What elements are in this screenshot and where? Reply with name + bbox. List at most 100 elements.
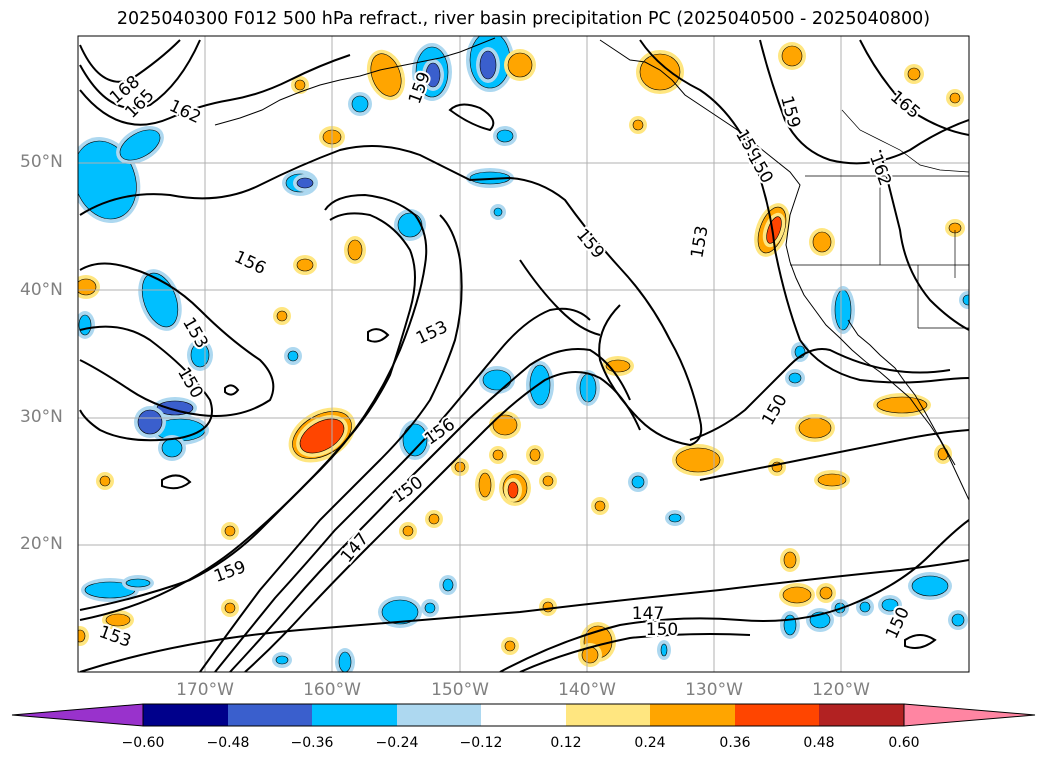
precip-patch [542, 601, 554, 613]
precip-patch [542, 475, 554, 487]
precip-patch [492, 414, 518, 436]
precip-patch [951, 613, 965, 627]
contour-153-mid [699, 429, 969, 481]
contour-168 [79, 39, 181, 83]
plot-background [78, 36, 969, 672]
precip-patch [504, 640, 516, 652]
plot-frame [77, 35, 970, 673]
precip-patch [798, 417, 832, 439]
lon-label-160w: 160°W [303, 680, 361, 700]
contour-150-west [79, 262, 275, 417]
precip-patch [507, 481, 519, 499]
precip-patch [224, 602, 236, 614]
contour-162 [79, 54, 351, 126]
political-borders [790, 109, 969, 329]
precip-patch [766, 216, 782, 244]
precip-patch [402, 423, 428, 457]
precip-patch [276, 310, 288, 322]
colorbar-frame [142, 703, 905, 727]
contour-165 [79, 39, 201, 110]
precip-patch [442, 578, 454, 592]
precip-patch [294, 79, 306, 91]
contour-closed-5 [904, 634, 937, 649]
contour-156-jet [244, 371, 641, 672]
precip-patch [859, 601, 871, 613]
precip-patch [125, 578, 151, 588]
colorbar-tick: 0.60 [888, 735, 920, 751]
contour-153-east [639, 39, 969, 384]
precip-patch [78, 629, 86, 643]
precip-patch [299, 418, 345, 454]
precip-patch [907, 67, 921, 81]
contour-147-south [519, 633, 751, 672]
colorbar-tick: −0.60 [121, 735, 165, 751]
aleutian-coast [214, 37, 496, 126]
precip-patch [370, 53, 402, 97]
lat-label-20n: 20°N [20, 534, 63, 554]
lat-label-50n: 50°N [20, 152, 63, 172]
precip-patch [782, 586, 812, 604]
precip-patch [287, 350, 299, 362]
colorbar-tick: 0.36 [719, 735, 751, 751]
colorbar-segment [566, 704, 650, 726]
colorbar-segment [228, 704, 312, 726]
precip-patch [660, 643, 668, 657]
precip-patch [529, 448, 541, 462]
contour-153-jet [79, 193, 428, 611]
colorbar-tick: −0.12 [459, 735, 503, 751]
precip-patch [579, 373, 597, 403]
lat-label-30n: 30°N [20, 407, 63, 427]
lon-label-170w: 170°W [176, 680, 234, 700]
precip-patch [482, 369, 512, 391]
precip-patch [296, 177, 314, 189]
colorbar-extend-low [11, 703, 144, 727]
precip-patch [781, 45, 803, 67]
precip-patch [949, 92, 961, 104]
colorbar-segment [312, 704, 397, 726]
precip-patch [594, 500, 606, 512]
precip-patch [819, 586, 833, 600]
colorbar-tick: 0.24 [634, 735, 666, 751]
colorbar-segment [397, 704, 481, 726]
precip-patch [881, 598, 899, 612]
contour-closed-2 [367, 328, 390, 343]
precip-patch [99, 475, 111, 487]
precip-patch [105, 613, 131, 627]
precip-patch [428, 513, 440, 525]
contour-150-jet-b [214, 307, 591, 672]
precip-patch [424, 602, 436, 614]
colorbar-segment [481, 704, 566, 726]
contour-closed-1 [448, 103, 495, 132]
precip-patch [632, 119, 644, 131]
precip-patch [668, 513, 682, 523]
gridlines [78, 36, 969, 672]
contour-156-mid [519, 259, 601, 336]
colorbar-tick: 0.12 [550, 735, 582, 751]
precip-patch [492, 449, 504, 461]
contour-159-east [759, 39, 969, 165]
precip-patch [911, 575, 949, 597]
precip-patch [347, 239, 363, 261]
lon-label-130w: 130°W [685, 680, 743, 700]
colorbar-segment [143, 704, 228, 726]
contour-159-north [79, 145, 703, 447]
colorbar-tick: −0.24 [375, 735, 419, 751]
precip-patch [137, 409, 163, 435]
precip-patch [381, 599, 419, 625]
precip-patch [338, 651, 352, 672]
precip-patch [78, 314, 92, 336]
precip-patch [812, 231, 832, 253]
precip-patch [631, 475, 645, 489]
border-canada-provinces [841, 109, 969, 173]
colorbar-tick: 0.48 [803, 735, 835, 751]
precip-patch [876, 396, 928, 414]
precip-patch [507, 52, 533, 78]
contour-150-inner [79, 325, 213, 442]
colorbar-segment [819, 704, 904, 726]
precip-patch [119, 129, 161, 161]
contour-150-south [499, 519, 969, 672]
contour-147 [199, 214, 463, 672]
contour-165-east [859, 39, 969, 136]
na-west-coast [599, 39, 969, 501]
